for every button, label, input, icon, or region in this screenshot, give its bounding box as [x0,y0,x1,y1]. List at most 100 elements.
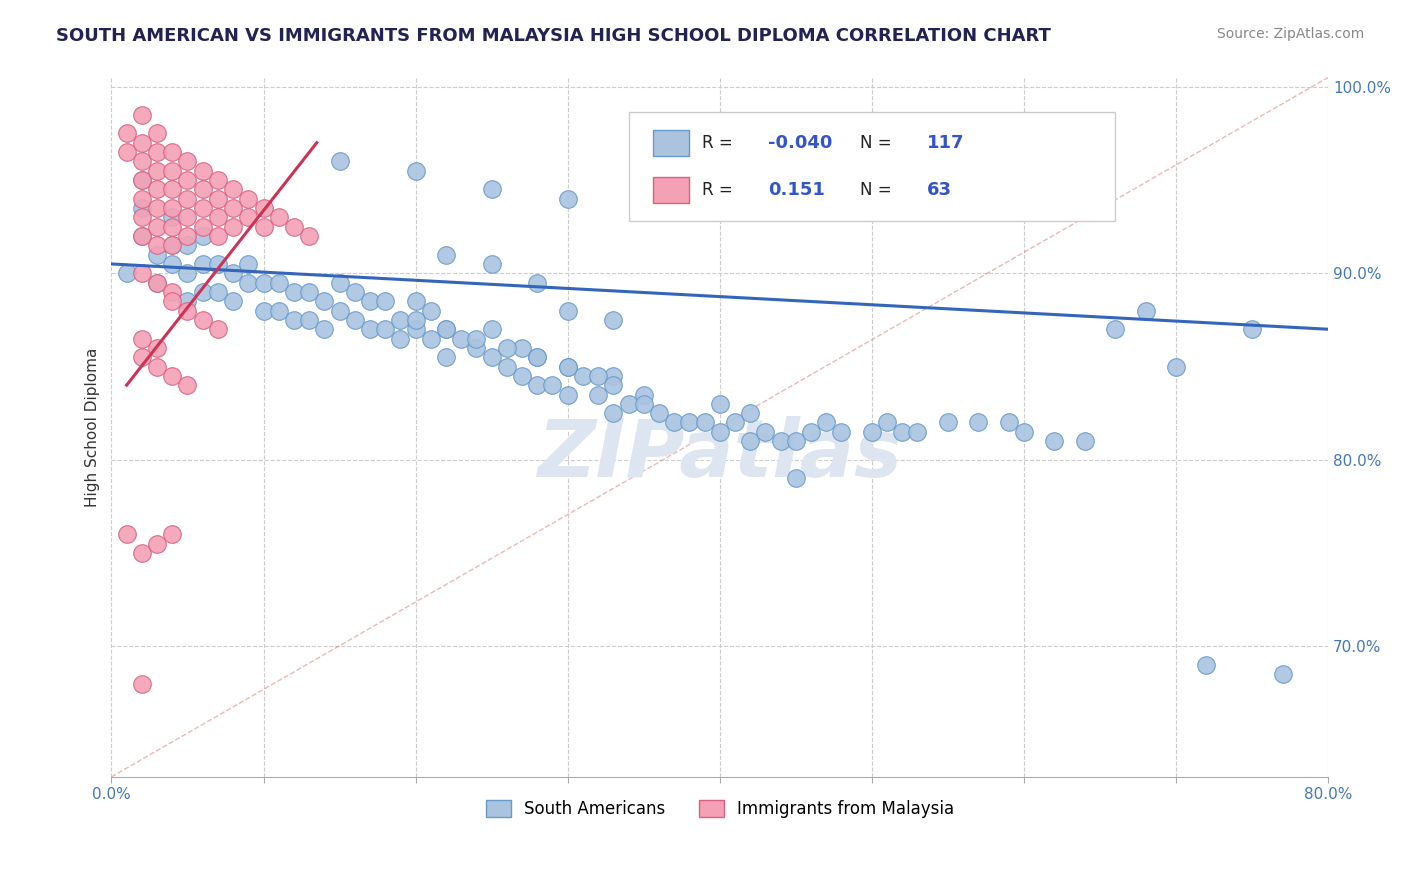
Point [146,145,169,159]
Point [389,332,412,346]
Point [131,676,153,690]
Point [298,285,321,299]
Point [131,173,153,187]
Point [176,303,198,318]
Point [648,406,671,420]
Point [207,211,229,225]
Point [238,257,260,271]
Point [146,127,169,141]
Point [222,219,245,234]
Point [283,219,305,234]
Point [1012,425,1035,439]
Point [222,201,245,215]
Point [526,378,548,392]
Point [146,359,169,374]
Point [1195,657,1218,672]
Point [586,368,609,383]
Point [207,322,229,336]
Point [146,163,169,178]
Point [754,425,776,439]
Point [389,313,412,327]
Point [207,285,229,299]
Legend: South Americans, Immigrants from Malaysia: South Americans, Immigrants from Malaysi… [479,793,960,824]
Point [176,173,198,187]
Point [162,294,184,309]
Text: 0.151: 0.151 [769,181,825,199]
Point [162,238,184,252]
Point [419,303,441,318]
Point [343,313,366,327]
Point [541,378,564,392]
Point [481,322,503,336]
Point [146,276,169,290]
Point [162,257,184,271]
Point [419,332,441,346]
Point [328,303,350,318]
Point [557,192,579,206]
Point [709,397,731,411]
Point [434,247,457,261]
Point [191,285,214,299]
Point [359,294,381,309]
Point [162,285,184,299]
Text: Source: ZipAtlas.com: Source: ZipAtlas.com [1216,27,1364,41]
Text: SOUTH AMERICAN VS IMMIGRANTS FROM MALAYSIA HIGH SCHOOL DIPLOMA CORRELATION CHART: SOUTH AMERICAN VS IMMIGRANTS FROM MALAYS… [56,27,1052,45]
Point [495,341,517,355]
Point [481,350,503,364]
Point [633,397,655,411]
Point [176,229,198,244]
Point [1104,322,1126,336]
Point [557,359,579,374]
Point [176,266,198,280]
Point [191,163,214,178]
Point [785,471,807,485]
Point [115,266,138,280]
Point [162,238,184,252]
Point [298,229,321,244]
Point [465,341,488,355]
Point [238,192,260,206]
Point [481,182,503,196]
Point [465,332,488,346]
Point [131,136,153,150]
Point [602,313,624,327]
Point [495,359,517,374]
Point [162,219,184,234]
Point [146,276,169,290]
Point [146,238,169,252]
Point [267,211,290,225]
Point [131,201,153,215]
Point [434,322,457,336]
Point [207,173,229,187]
Point [693,416,716,430]
Point [405,313,427,327]
Point [131,173,153,187]
Point [967,416,990,430]
Point [131,229,153,244]
Point [997,416,1019,430]
Point [374,322,396,336]
Point [633,387,655,401]
Text: -0.040: -0.040 [769,134,832,152]
Point [191,257,214,271]
FancyBboxPatch shape [628,112,1115,221]
Point [162,527,184,541]
Point [131,108,153,122]
Point [405,322,427,336]
Point [405,163,427,178]
Point [1043,434,1066,449]
Point [434,322,457,336]
Point [115,127,138,141]
Point [510,341,533,355]
Point [131,192,153,206]
Point [238,276,260,290]
Point [162,211,184,225]
Point [800,425,823,439]
Point [709,425,731,439]
Point [678,416,700,430]
Point [131,350,153,364]
Point [1241,322,1264,336]
Point [146,341,169,355]
Point [252,276,274,290]
Point [740,406,762,420]
